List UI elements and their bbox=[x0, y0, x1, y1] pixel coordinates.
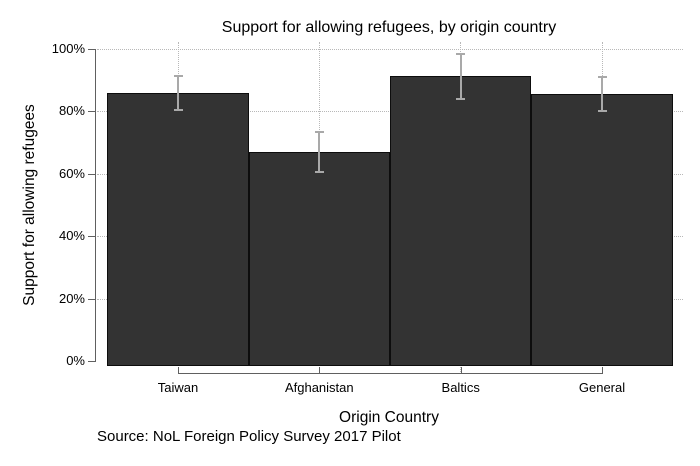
x-tick bbox=[602, 367, 603, 373]
y-tick-label: 60% bbox=[58, 165, 85, 181]
y-tick bbox=[88, 111, 95, 113]
error-bar-cap-top-taiwan bbox=[173, 74, 183, 77]
error-bar-line-baltics bbox=[459, 53, 462, 99]
y-tick bbox=[88, 173, 95, 175]
x-tick bbox=[319, 367, 321, 373]
error-bar-line-taiwan bbox=[177, 75, 179, 110]
y-tick-label: 20% bbox=[58, 290, 85, 306]
source-note: Source: NoL Foreign Policy Survey 2017 P… bbox=[97, 428, 401, 445]
bar-baltics bbox=[390, 75, 532, 366]
error-bar-cap-bottom-baltics bbox=[456, 97, 466, 100]
y-tick-label: 100% bbox=[51, 41, 85, 56]
x-category-label: General bbox=[578, 380, 626, 395]
bar-taiwan bbox=[107, 92, 249, 366]
x-tick bbox=[460, 367, 462, 373]
gridline-h bbox=[97, 49, 683, 50]
y-tick bbox=[88, 298, 95, 300]
error-bar-line-general bbox=[601, 77, 603, 112]
x-category-label: Afghanistan bbox=[284, 380, 354, 395]
error-bar-cap-top-baltics bbox=[456, 52, 466, 55]
error-bar-cap-top-afghanistan bbox=[314, 130, 324, 133]
x-axis-line bbox=[178, 373, 603, 374]
x-category-label: Taiwan bbox=[157, 380, 199, 395]
y-tick-label: 0% bbox=[66, 353, 85, 368]
x-category-label: Baltics bbox=[441, 380, 480, 395]
y-tick bbox=[88, 49, 95, 50]
y-axis-title: Support for allowing refugees bbox=[21, 104, 38, 306]
x-tick bbox=[178, 367, 179, 373]
error-bar-line-afghanistan bbox=[318, 131, 321, 173]
chart-title: Support for allowing refugees, by origin… bbox=[221, 19, 557, 36]
bar-general bbox=[531, 94, 673, 366]
error-bar-cap-bottom-general bbox=[597, 110, 607, 113]
error-bar-cap-bottom-taiwan bbox=[173, 108, 183, 111]
y-axis-line bbox=[95, 49, 96, 362]
y-tick bbox=[88, 236, 95, 238]
y-tick bbox=[88, 361, 95, 362]
error-bar-cap-bottom-afghanistan bbox=[314, 171, 324, 174]
bar-afghanistan bbox=[248, 151, 390, 366]
y-tick-label: 80% bbox=[58, 103, 85, 119]
error-bar-cap-top-general bbox=[597, 76, 607, 79]
y-tick-label: 40% bbox=[58, 228, 85, 244]
x-axis-title: Origin Country bbox=[339, 409, 439, 426]
